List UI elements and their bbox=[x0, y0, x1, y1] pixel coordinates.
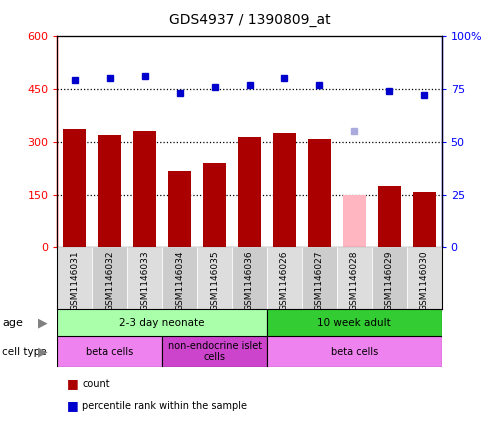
Bar bbox=[267, 336, 442, 367]
Text: 2-3 day neonate: 2-3 day neonate bbox=[119, 318, 205, 327]
Text: count: count bbox=[82, 379, 110, 389]
Bar bbox=[162, 247, 197, 309]
Bar bbox=[57, 247, 92, 309]
Text: ▶: ▶ bbox=[37, 345, 47, 358]
Bar bbox=[92, 247, 127, 309]
Text: beta cells: beta cells bbox=[86, 346, 133, 357]
Bar bbox=[168, 170, 191, 247]
Text: ■: ■ bbox=[67, 399, 79, 412]
Bar bbox=[127, 247, 162, 309]
Text: GSM1146036: GSM1146036 bbox=[245, 250, 254, 311]
Text: GSM1146027: GSM1146027 bbox=[315, 250, 324, 311]
Bar bbox=[337, 247, 372, 309]
Bar bbox=[238, 137, 261, 247]
Text: ▶: ▶ bbox=[37, 316, 47, 329]
Text: beta cells: beta cells bbox=[331, 346, 378, 357]
Text: age: age bbox=[2, 318, 23, 327]
Text: GSM1146031: GSM1146031 bbox=[70, 250, 79, 311]
Text: GSM1146033: GSM1146033 bbox=[140, 250, 149, 311]
Bar bbox=[98, 135, 121, 247]
Text: GSM1146035: GSM1146035 bbox=[210, 250, 219, 311]
Bar bbox=[273, 133, 296, 247]
Bar bbox=[197, 247, 232, 309]
Bar bbox=[57, 309, 267, 336]
Text: GSM1146029: GSM1146029 bbox=[385, 250, 394, 311]
Bar bbox=[407, 247, 442, 309]
Text: GSM1146028: GSM1146028 bbox=[350, 250, 359, 311]
Bar bbox=[267, 247, 302, 309]
Text: 10 week adult: 10 week adult bbox=[317, 318, 391, 327]
Text: GSM1146032: GSM1146032 bbox=[105, 250, 114, 311]
Bar bbox=[162, 336, 267, 367]
Bar bbox=[267, 309, 442, 336]
Bar bbox=[232, 247, 267, 309]
Bar bbox=[133, 131, 156, 247]
Bar bbox=[413, 192, 436, 247]
Bar bbox=[302, 247, 337, 309]
Text: ■: ■ bbox=[67, 377, 79, 390]
Text: percentile rank within the sample: percentile rank within the sample bbox=[82, 401, 248, 411]
Text: GSM1146034: GSM1146034 bbox=[175, 250, 184, 311]
Bar bbox=[203, 163, 226, 247]
Bar bbox=[57, 336, 162, 367]
Bar bbox=[378, 186, 401, 247]
Text: GSM1146026: GSM1146026 bbox=[280, 250, 289, 311]
Text: cell type: cell type bbox=[2, 346, 47, 357]
Text: ■: ■ bbox=[67, 421, 79, 423]
Text: GDS4937 / 1390809_at: GDS4937 / 1390809_at bbox=[169, 13, 330, 27]
Bar bbox=[372, 247, 407, 309]
Bar bbox=[63, 129, 86, 247]
Text: non-endocrine islet
cells: non-endocrine islet cells bbox=[168, 341, 261, 363]
Text: GSM1146030: GSM1146030 bbox=[420, 250, 429, 311]
Bar bbox=[343, 195, 366, 247]
Bar bbox=[308, 139, 331, 247]
